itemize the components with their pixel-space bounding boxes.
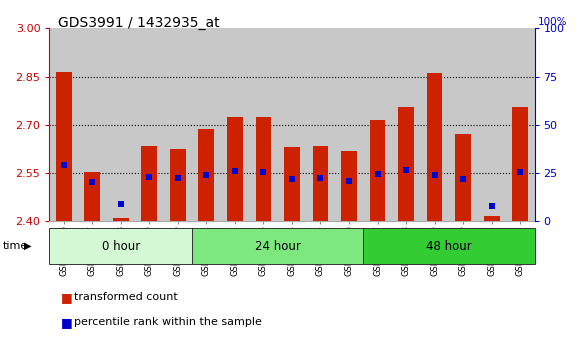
Text: ■: ■ bbox=[61, 316, 73, 329]
Text: ▶: ▶ bbox=[24, 241, 32, 251]
Text: time: time bbox=[3, 241, 28, 251]
Bar bbox=[256, 117, 271, 221]
Bar bbox=[49, 28, 78, 221]
Bar bbox=[170, 149, 186, 221]
Text: 100%: 100% bbox=[537, 17, 567, 27]
Bar bbox=[341, 151, 357, 221]
Text: percentile rank within the sample: percentile rank within the sample bbox=[74, 317, 262, 327]
Bar bbox=[392, 28, 421, 221]
Bar bbox=[78, 28, 106, 221]
Bar bbox=[49, 228, 192, 264]
Text: transformed count: transformed count bbox=[74, 292, 178, 302]
Bar bbox=[449, 28, 478, 221]
Bar bbox=[363, 28, 392, 221]
Bar bbox=[363, 228, 535, 264]
Bar bbox=[113, 218, 128, 221]
Bar bbox=[192, 28, 221, 221]
Bar bbox=[163, 28, 192, 221]
Text: GDS3991 / 1432935_at: GDS3991 / 1432935_at bbox=[58, 16, 220, 30]
Bar bbox=[421, 28, 449, 221]
Bar bbox=[192, 228, 363, 264]
Bar bbox=[370, 120, 385, 221]
Bar bbox=[135, 28, 163, 221]
Bar bbox=[313, 146, 328, 221]
Bar bbox=[106, 28, 135, 221]
Bar bbox=[427, 73, 443, 221]
Bar bbox=[512, 107, 528, 221]
Text: 24 hour: 24 hour bbox=[254, 240, 300, 252]
Bar bbox=[284, 147, 300, 221]
Bar bbox=[84, 172, 100, 221]
Bar bbox=[335, 28, 363, 221]
Bar bbox=[221, 28, 249, 221]
Bar bbox=[141, 146, 157, 221]
Text: 48 hour: 48 hour bbox=[426, 240, 472, 252]
Bar bbox=[227, 117, 243, 221]
Bar bbox=[278, 28, 306, 221]
Bar bbox=[506, 28, 535, 221]
Bar bbox=[398, 107, 414, 221]
Bar bbox=[306, 28, 335, 221]
Bar bbox=[249, 28, 278, 221]
Bar bbox=[199, 129, 214, 221]
Bar bbox=[56, 72, 71, 221]
Bar bbox=[456, 135, 471, 221]
Bar bbox=[484, 216, 500, 221]
Text: 0 hour: 0 hour bbox=[102, 240, 140, 252]
Text: ■: ■ bbox=[61, 291, 73, 304]
Bar bbox=[478, 28, 506, 221]
